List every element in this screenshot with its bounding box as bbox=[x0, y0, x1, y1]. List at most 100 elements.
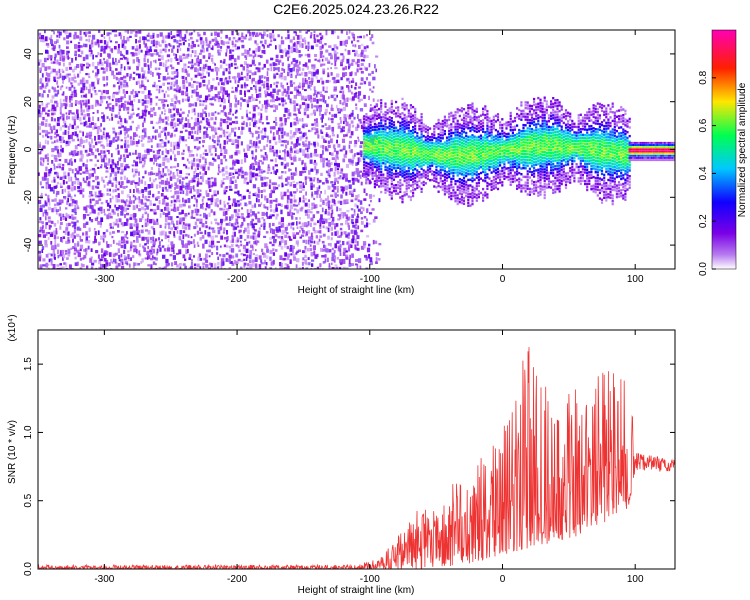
spectrogram-cell bbox=[85, 170, 89, 175]
spectrogram-cell bbox=[38, 93, 41, 97]
spectrogram-cell bbox=[85, 120, 88, 125]
spectrogram-cell bbox=[83, 113, 87, 118]
spectrogram-cell bbox=[83, 180, 87, 183]
spectrogram-cell bbox=[252, 193, 256, 197]
spectrogram-cell bbox=[79, 248, 82, 252]
spectrogram-cell bbox=[390, 119, 393, 123]
spectrogram-cell bbox=[109, 244, 113, 247]
spectrogram-cell bbox=[416, 183, 419, 187]
spectrogram-cell bbox=[152, 218, 155, 223]
spectrogram-cell bbox=[390, 154, 393, 157]
spectrogram-cell bbox=[407, 140, 410, 144]
spectrogram-cell bbox=[80, 122, 83, 125]
spectrogram-cell bbox=[69, 66, 72, 70]
spectrogram-cell bbox=[63, 37, 66, 41]
spectrogram-cell bbox=[342, 173, 345, 178]
spectrogram-cell bbox=[109, 205, 112, 209]
spectrogram-cell bbox=[111, 107, 115, 112]
spectrogram-cell bbox=[342, 212, 347, 217]
spectrogram-cell bbox=[243, 238, 247, 241]
spectrogram-cell bbox=[143, 86, 147, 91]
spectrogram-cell bbox=[388, 127, 391, 130]
spectrogram-cell bbox=[100, 202, 104, 205]
spectrogram-cell bbox=[371, 145, 374, 149]
spectrogram-cell bbox=[190, 236, 193, 239]
spectrogram-cell bbox=[323, 244, 326, 249]
spectrogram-cell bbox=[89, 44, 92, 50]
spectrogram-cell bbox=[85, 167, 89, 172]
spectrogram-cell bbox=[380, 136, 383, 139]
spectrogram-cell bbox=[287, 44, 291, 50]
spectrogram-cell bbox=[136, 65, 139, 71]
spectrogram-cell bbox=[266, 30, 269, 32]
spectrogram-cell bbox=[120, 253, 123, 258]
spectrogram-cell bbox=[60, 237, 62, 242]
spectrogram-cell bbox=[74, 200, 78, 204]
spectrogram-cell bbox=[190, 77, 193, 81]
spectrogram-cell bbox=[67, 55, 69, 60]
spectrogram-cell bbox=[182, 53, 185, 57]
spectrogram-cell bbox=[281, 127, 284, 132]
spectrogram-cell bbox=[368, 63, 371, 68]
spectrogram-cell bbox=[345, 39, 348, 45]
spectrogram-cell bbox=[155, 257, 158, 261]
spectrogram-cell bbox=[390, 125, 393, 128]
spectrogram-cell bbox=[66, 115, 68, 120]
spectrogram-cell bbox=[123, 106, 126, 111]
spectrogram-cell bbox=[72, 238, 74, 243]
spectrogram-cell bbox=[164, 48, 167, 53]
spectrogram-cell bbox=[156, 52, 159, 56]
spectrogram-cell bbox=[228, 254, 232, 259]
spectrogram-cell bbox=[194, 145, 197, 149]
spectrogram-cell bbox=[70, 150, 74, 155]
spectrogram-cell bbox=[251, 245, 254, 251]
spectrogram-cell bbox=[171, 247, 174, 252]
spectrogram-cell bbox=[331, 252, 335, 258]
spectrogram-cell bbox=[365, 170, 368, 173]
spectrogram-cell bbox=[324, 245, 327, 250]
spectrogram-cell bbox=[284, 149, 286, 154]
spectrogram-cell bbox=[184, 63, 187, 66]
spectrogram-cell bbox=[65, 66, 69, 71]
spectrogram-cell bbox=[98, 241, 101, 246]
spectrogram-cell bbox=[196, 130, 199, 135]
spectrogram-cell bbox=[392, 138, 396, 141]
spectrogram-cell bbox=[44, 239, 48, 245]
spectrogram-cell bbox=[318, 179, 322, 183]
spectrogram-cell bbox=[405, 184, 408, 187]
spectrogram-cell bbox=[272, 98, 276, 103]
spectrogram-cell bbox=[150, 40, 154, 44]
spectrogram-cell bbox=[254, 235, 257, 240]
spectrogram-cell bbox=[77, 45, 81, 49]
spectrogram-cell bbox=[359, 35, 362, 39]
spectrogram-cell bbox=[275, 207, 278, 212]
spectrogram-cell bbox=[397, 149, 400, 152]
spectrogram-cell bbox=[184, 216, 187, 219]
spectrogram-cell bbox=[403, 128, 406, 131]
spectrogram-cell bbox=[41, 221, 44, 225]
spectrogram-cell bbox=[276, 96, 279, 100]
spectrogram-cell bbox=[335, 150, 339, 155]
spectrogram-cell bbox=[403, 159, 406, 163]
spectrogram-cell bbox=[202, 207, 204, 210]
spectrogram-cell bbox=[371, 128, 374, 132]
spectrogram-cell bbox=[202, 40, 205, 46]
spectrogram-cell bbox=[114, 189, 117, 193]
spectrogram-cell bbox=[53, 230, 57, 236]
spectrogram-cell bbox=[273, 152, 276, 157]
spectrogram-cell bbox=[305, 234, 308, 237]
spectrogram-cell bbox=[382, 176, 385, 179]
spectrogram-cell bbox=[63, 171, 67, 177]
spectrogram-cell bbox=[120, 97, 123, 103]
spectrogram-cell bbox=[412, 148, 415, 152]
spectrogram-cell bbox=[296, 188, 299, 192]
spectrogram-cell bbox=[53, 118, 56, 122]
spectrogram-cell bbox=[238, 249, 241, 252]
spectrogram-cell bbox=[272, 252, 275, 256]
spectrogram-cell bbox=[334, 264, 338, 267]
spectrogram-cell bbox=[337, 176, 341, 180]
spectrogram-cell bbox=[202, 139, 206, 143]
spectrogram-cell bbox=[150, 167, 153, 170]
spectrogram-cell bbox=[264, 195, 267, 201]
spectrogram-cell bbox=[224, 90, 228, 95]
